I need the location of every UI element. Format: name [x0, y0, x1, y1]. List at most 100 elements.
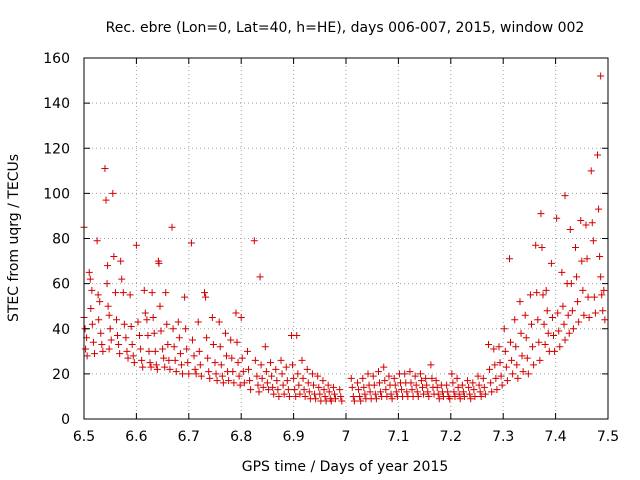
data-point — [470, 386, 478, 394]
data-point — [250, 237, 258, 245]
data-point — [392, 388, 400, 396]
data-point — [449, 379, 457, 387]
data-point — [451, 392, 459, 400]
data-point — [364, 370, 372, 378]
data-point — [90, 350, 98, 358]
data-point — [106, 325, 114, 333]
x-tick-label: 7.1 — [387, 429, 409, 445]
data-point — [521, 311, 529, 319]
data-point — [544, 329, 552, 337]
data-point — [479, 374, 487, 382]
data-point — [599, 307, 607, 315]
data-point — [96, 298, 104, 306]
data-point — [165, 356, 173, 364]
data-point — [575, 318, 583, 326]
data-point — [209, 341, 217, 349]
data-point — [139, 363, 147, 371]
data-point — [239, 368, 247, 376]
data-point — [185, 370, 193, 378]
data-point — [496, 359, 504, 367]
data-point — [274, 386, 282, 394]
data-point — [303, 365, 311, 373]
data-point — [201, 289, 209, 297]
data-point — [491, 361, 499, 369]
data-point — [538, 244, 546, 252]
data-point — [219, 379, 227, 387]
data-point — [558, 268, 566, 276]
data-point — [465, 383, 473, 391]
data-point — [347, 374, 355, 382]
data-point — [141, 309, 149, 317]
data-point — [591, 309, 599, 317]
data-point — [498, 381, 506, 389]
data-point — [233, 338, 241, 346]
data-point — [234, 359, 242, 367]
data-point — [577, 216, 585, 224]
data-point — [258, 374, 266, 382]
data-point — [110, 253, 118, 261]
data-point — [292, 392, 300, 400]
data-point — [597, 72, 605, 80]
data-point — [153, 365, 161, 373]
data-point — [383, 392, 391, 400]
data-point — [268, 372, 276, 380]
data-point — [243, 347, 251, 355]
data-point — [370, 381, 378, 389]
data-point — [448, 370, 456, 378]
data-point — [537, 210, 545, 218]
data-point — [211, 359, 219, 367]
data-point — [532, 241, 540, 249]
x-tick-label: 6.6 — [125, 429, 147, 445]
data-point — [464, 377, 472, 385]
data-point — [474, 372, 482, 380]
data-point — [238, 354, 246, 362]
data-point — [403, 388, 411, 396]
data-point — [555, 327, 563, 335]
data-point — [481, 390, 489, 398]
data-point — [300, 386, 308, 394]
data-point — [182, 325, 190, 333]
data-point — [161, 363, 169, 371]
data-point — [486, 365, 494, 373]
data-point — [390, 374, 398, 382]
data-point — [155, 259, 163, 267]
data-point — [280, 390, 288, 398]
y-tick-label: 80 — [52, 232, 70, 248]
data-point — [503, 377, 511, 385]
data-point — [535, 338, 543, 346]
data-point — [527, 320, 535, 328]
data-point — [411, 372, 419, 380]
data-point — [435, 395, 443, 403]
data-point — [423, 381, 431, 389]
data-point — [174, 318, 182, 326]
data-point — [308, 370, 316, 378]
data-point — [221, 329, 229, 337]
data-point — [556, 343, 564, 351]
data-point — [188, 336, 196, 344]
data-point — [129, 352, 137, 360]
data-point — [82, 345, 90, 353]
data-point — [146, 359, 154, 367]
data-point — [124, 354, 132, 362]
data-point — [283, 377, 291, 385]
data-point — [105, 311, 113, 319]
data-point — [443, 381, 451, 389]
data-point — [149, 313, 157, 321]
data-point — [414, 392, 422, 400]
data-point — [109, 189, 117, 197]
data-point — [559, 302, 567, 310]
x-tick-label: 7 — [342, 429, 351, 445]
data-point — [183, 345, 191, 353]
data-point — [458, 381, 466, 389]
data-point — [471, 392, 479, 400]
data-point — [589, 237, 597, 245]
data-point — [162, 289, 170, 297]
data-point — [547, 259, 555, 267]
data-point — [195, 347, 203, 355]
data-point — [564, 311, 572, 319]
data-point — [229, 368, 237, 376]
data-point — [104, 262, 112, 270]
data-point — [401, 370, 409, 378]
data-point — [120, 320, 128, 328]
data-point — [554, 309, 562, 317]
